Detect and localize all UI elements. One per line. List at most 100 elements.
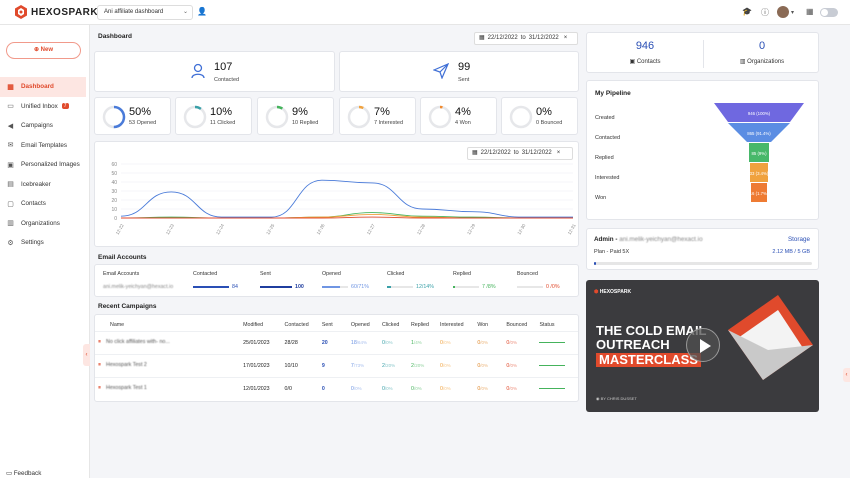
funnel-stage[interactable] xyxy=(749,143,769,162)
graduation-cap-icon[interactable]: 🎓 xyxy=(742,7,752,16)
table-row[interactable]: ⏸ Hexospark Test 2 17/01/2023 10/10 9 7/73% 2/… xyxy=(95,354,578,377)
chart-date-from: 22/12/2022 xyxy=(480,150,511,156)
replied-count: 0 xyxy=(410,385,414,392)
bounced-count: 0 xyxy=(506,339,510,346)
new-button[interactable]: ⊕ New xyxy=(6,42,81,59)
admin-title: Admin - xyxy=(594,236,618,243)
nav-label: Unified Inbox xyxy=(21,102,58,110)
funnel-stage[interactable] xyxy=(750,163,768,182)
nav-label: Personalized Images xyxy=(21,161,80,169)
sidebar-item-email-templates[interactable]: ✉ Email Templates xyxy=(0,136,90,156)
envelope-illustration-icon xyxy=(728,295,813,380)
avatar[interactable] xyxy=(777,6,789,18)
bounced-percent: /0% xyxy=(509,385,518,391)
users-icon[interactable]: 👤 xyxy=(197,7,207,16)
sent-value: 100 xyxy=(295,284,304,290)
funnel-stage[interactable] xyxy=(714,103,804,122)
cell-clicked: 0/0% xyxy=(379,331,408,354)
sidebar-item-organizations[interactable]: ▥ Organizations xyxy=(0,214,90,234)
cell-contacted: 10/10 xyxy=(284,362,298,369)
funnel-stage-value: 16 (1.7%) xyxy=(750,191,769,196)
cell-clicked: 0/0% xyxy=(379,377,408,400)
clicked-count: 2 xyxy=(381,362,385,369)
organizations-value: 0 xyxy=(758,40,766,52)
y-tick-label: 10 xyxy=(111,207,117,213)
workspace-select[interactable]: Ani affiliate dashboard ⌄ xyxy=(97,5,193,20)
sidebar-item-campaigns[interactable]: ◀ Campaigns xyxy=(0,116,90,136)
sidebar-item-personalized-images[interactable]: ▣ Personalized Images xyxy=(0,155,90,175)
bounced-value: 0 /0% xyxy=(546,284,560,290)
interested-count: 0 xyxy=(440,339,443,346)
admin-title-row: Admin - ani.melik-yeichyan@hexact.io xyxy=(594,236,703,243)
opened-count: 18 xyxy=(350,339,357,346)
nav-label: Contacts xyxy=(21,200,46,208)
ring-fill xyxy=(347,105,371,129)
clicked-bar xyxy=(387,285,413,288)
feedback-link[interactable]: ▭ Feedback xyxy=(6,470,41,477)
sidebar-item-icebreaker[interactable]: ▤ Icebreaker xyxy=(0,175,90,195)
campaign-name-cell[interactable]: ⏸ Hexospark Test 1 xyxy=(95,377,240,400)
table-row[interactable]: ⏸ Hexospark Test 1 12/01/2023 0/0 0 0/0% 0/0% 0… xyxy=(95,377,578,400)
sidebar-item-unified-inbox[interactable]: ▭ Unified Inbox 7 xyxy=(0,97,90,117)
theme-toggle[interactable] xyxy=(820,8,838,17)
status-line xyxy=(539,387,566,389)
cell-status xyxy=(536,331,578,354)
pause-icon[interactable]: ⏸ xyxy=(98,362,102,368)
organizations-label: Organizations xyxy=(747,59,785,65)
contacts-icon: ▣ xyxy=(629,59,637,65)
sidebar-item-settings[interactable]: ⚙ Settings xyxy=(0,233,90,253)
sent-value: 99 xyxy=(458,61,471,73)
pause-icon[interactable]: ⏸ xyxy=(98,385,102,392)
x-tick-label: 12-22 xyxy=(115,223,125,236)
author-avatar: ◉ xyxy=(596,396,601,401)
stat-label: 10 Replied xyxy=(292,120,319,126)
pause-icon[interactable]: ⏸ xyxy=(98,339,102,345)
table-row[interactable]: ⏸ No click affiliates with- no... 25/01/20… xyxy=(95,331,578,354)
table-row[interactable]: ani.melik-yeichyan@hexact.io 84 100 60/7… xyxy=(95,279,578,295)
right-collapse-handle[interactable]: ‹ xyxy=(843,368,850,382)
date-to-label: to xyxy=(520,35,526,41)
close-icon[interactable]: × xyxy=(556,150,561,156)
funnel-stage-label: Replied xyxy=(595,155,614,161)
funnel-stage-label: Contacted xyxy=(595,135,621,141)
chevron-down-icon[interactable]: ▾ xyxy=(791,10,795,16)
funnel-stage[interactable] xyxy=(728,123,790,142)
col-header: Name xyxy=(110,322,125,329)
video-author: BY CHRIS DUSSET xyxy=(600,396,637,401)
contacts-value: 946 xyxy=(635,40,655,52)
nav-list: ▦ Dashboard ▭ Unified Inbox 7 ◀ Campaigns ✉ E… xyxy=(0,77,90,253)
funnel-stage[interactable] xyxy=(751,183,767,202)
bounced-count: 0 xyxy=(506,362,510,369)
help-icon[interactable]: ⓘ xyxy=(761,8,769,17)
nav-label: Dashboard xyxy=(21,83,54,91)
progress-ring xyxy=(509,105,533,129)
stat-card: 9% 10 Replied xyxy=(257,97,334,135)
user-icon xyxy=(191,63,205,79)
collapse-handle[interactable]: ‹ xyxy=(83,344,90,366)
pipeline-title: My Pipeline xyxy=(595,90,631,97)
feedback-icon: ▭ xyxy=(6,470,14,477)
sidebar-item-dashboard[interactable]: ▦ Dashboard xyxy=(0,77,86,97)
logo[interactable]: HEXOSPARK xyxy=(14,5,98,19)
sent-card: 99 Sent xyxy=(339,51,579,92)
apps-grid-icon[interactable]: ▦ xyxy=(806,7,814,16)
date-range-picker[interactable]: ▦ 22/12/2022 to 31/12/2022 × xyxy=(474,32,578,45)
chart-date-range-picker[interactable]: ▦ 22/12/2022 to 31/12/2022 × xyxy=(467,147,573,160)
play-button[interactable] xyxy=(686,328,720,362)
video-title-line3: MASTERCLASS xyxy=(596,353,701,367)
sidebar-item-contacts[interactable]: ▢ Contacts xyxy=(0,194,90,214)
top-bar: HEXOSPARK Ani affiliate dashboard ⌄ 👤 🎓 ⓘ… xyxy=(0,0,850,25)
campaign-name-cell[interactable]: ⏸ No click affiliates with- no... xyxy=(95,331,240,354)
masterclass-video[interactable]: ⬢ HEXOSPARK THE COLD EMAIL OUTREACH MAST… xyxy=(586,280,819,412)
grid-icon: ▦ xyxy=(7,83,14,91)
stat-label: 7 Interested xyxy=(374,120,404,126)
funnel-stage-label: Created xyxy=(595,115,615,121)
cell-contacted: 28/28 xyxy=(284,339,298,346)
close-icon[interactable]: × xyxy=(563,35,568,41)
won-percent: /0% xyxy=(480,339,489,345)
opened-percent: /73% xyxy=(353,362,365,368)
campaign-name-cell[interactable]: ⏸ Hexospark Test 2 xyxy=(95,354,240,377)
cell-interested: 0/0% xyxy=(437,377,474,400)
admin-card: Admin - ani.melik-yeichyan@hexact.io Sto… xyxy=(586,228,819,270)
ring-track xyxy=(265,105,289,129)
